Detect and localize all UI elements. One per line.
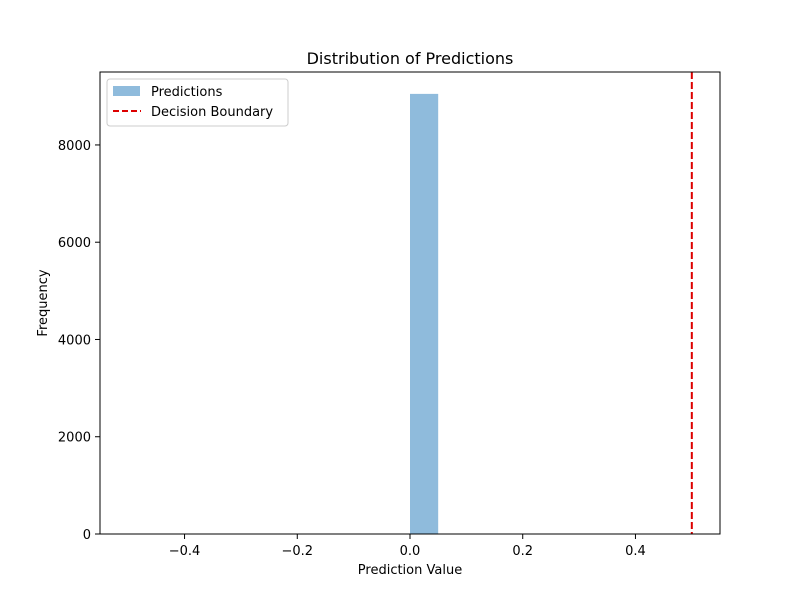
x-tick-label: 0.4 bbox=[625, 544, 646, 559]
bars-layer bbox=[410, 93, 439, 534]
legend-label-predictions: Predictions bbox=[151, 85, 223, 100]
x-tick-label: 0.2 bbox=[512, 544, 533, 559]
legend-box bbox=[106, 78, 289, 127]
x-tick-label: 0.0 bbox=[400, 544, 421, 559]
y-tick-label: 2000 bbox=[58, 431, 91, 446]
legend-swatch-predictions bbox=[113, 86, 140, 96]
histogram-bar bbox=[410, 93, 439, 534]
x-axis-ticks: −0.4 −0.2 0.0 0.2 0.4 bbox=[169, 534, 646, 559]
y-axis-label: Frequency bbox=[36, 269, 51, 336]
legend-label-decision-boundary: Decision Boundary bbox=[151, 105, 273, 120]
y-tick-label: 8000 bbox=[58, 139, 91, 154]
y-axis-ticks: 0 2000 4000 6000 8000 bbox=[58, 139, 100, 543]
legend: Predictions Decision Boundary bbox=[106, 78, 289, 127]
y-tick-label: 4000 bbox=[58, 333, 91, 348]
y-tick-label: 6000 bbox=[58, 236, 91, 251]
chart-title: Distribution of Predictions bbox=[307, 49, 514, 68]
x-tick-label: −0.4 bbox=[169, 544, 201, 559]
x-axis-label: Prediction Value bbox=[358, 563, 462, 578]
x-tick-label: −0.2 bbox=[281, 544, 313, 559]
y-tick-label: 0 bbox=[83, 528, 91, 543]
